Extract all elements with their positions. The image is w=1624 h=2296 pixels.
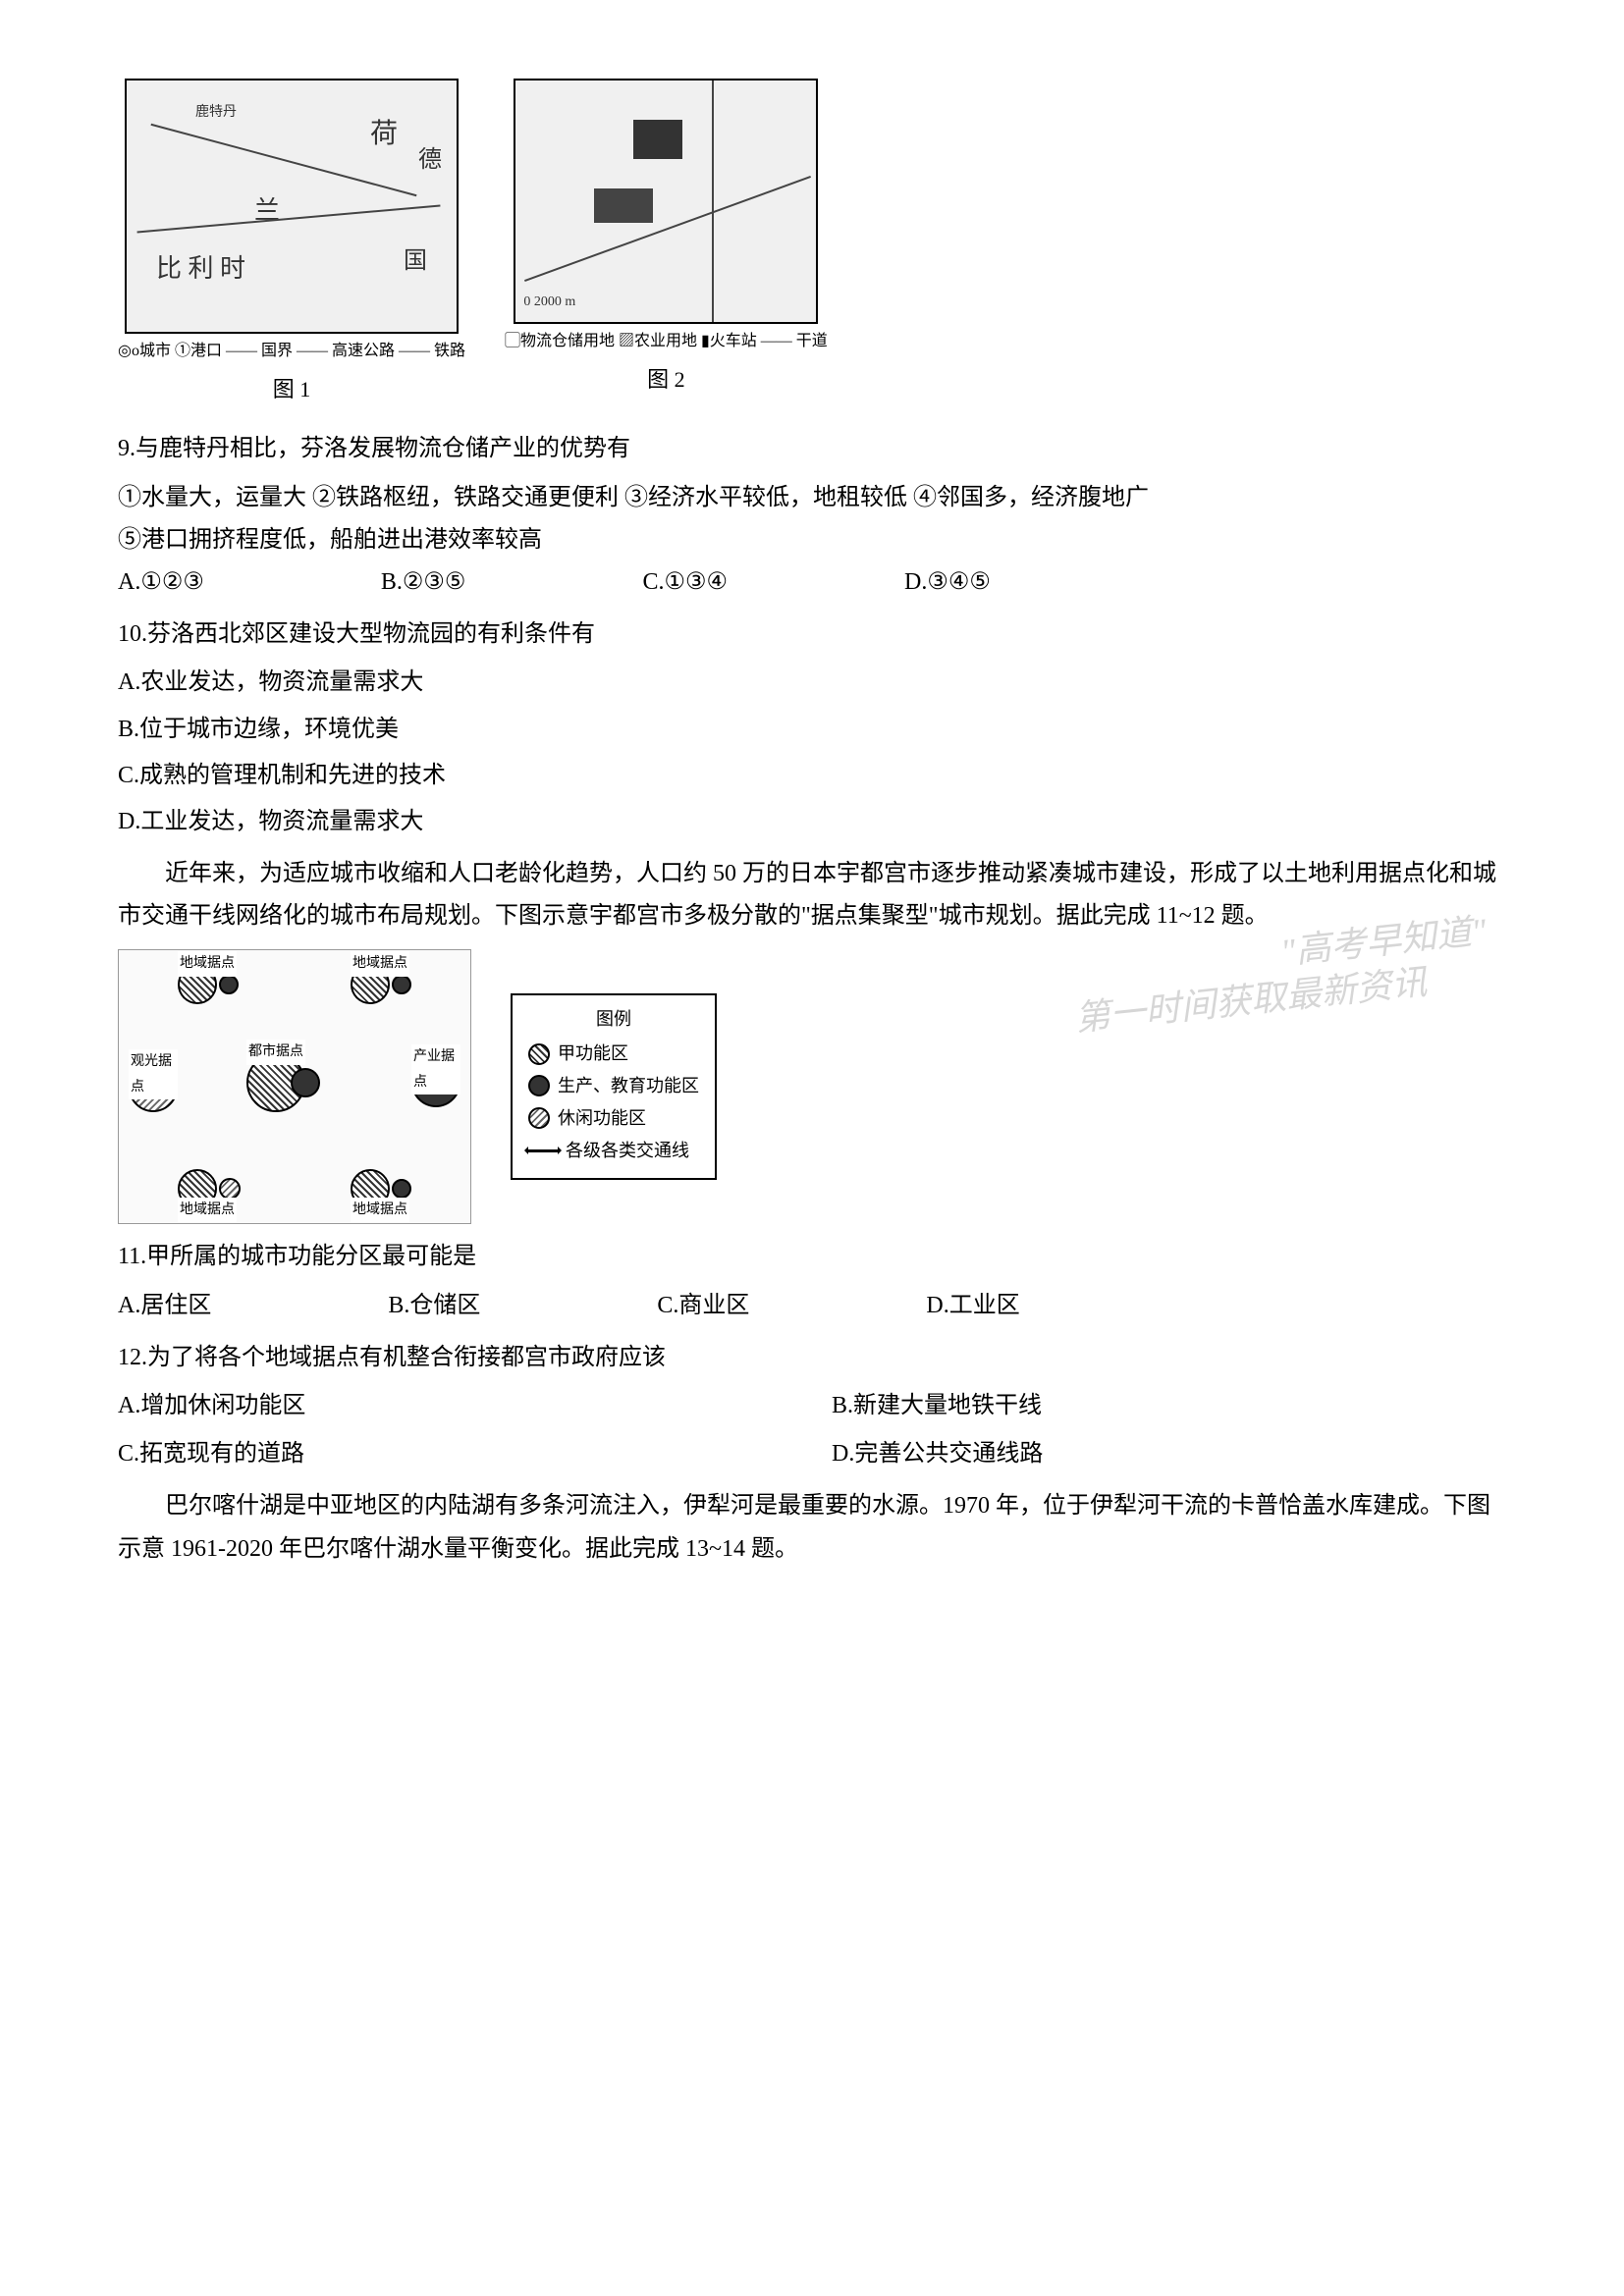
legend-item-1: 甲功能区 [528, 1040, 699, 1068]
q10-optB: B.位于城市边缘，环境优美 [118, 709, 1506, 751]
legend-item-2: 生产、教育功能区 [528, 1072, 699, 1100]
circle-dark-icon [392, 975, 411, 994]
diagram-legend: 图例 甲功能区 生产、教育功能区 休闲功能区 各级各类交通线 [511, 993, 717, 1180]
legend-item-3: 休闲功能区 [528, 1104, 699, 1133]
circle-dark-icon [392, 1179, 411, 1199]
q10-optC: C.成熟的管理机制和先进的技术 [118, 755, 1506, 797]
legend-text-1: 甲功能区 [558, 1040, 628, 1068]
q11-optC: C.商业区 [657, 1285, 749, 1327]
map1-guo-label: 国 [404, 240, 427, 283]
legend-text-4: 各级各类交通线 [566, 1137, 689, 1165]
diagram-section: "高考早知道" 第一时间获取最新资讯 微信搜索小程序 地域据点 地域据点 观光据… [118, 949, 1506, 1224]
q12-options: A.增加休闲功能区 B.新建大量地铁干线 C.拓宽现有的道路 D.完善公共交通线… [118, 1385, 1506, 1475]
map2-legend: ▢物流仓储用地 ▨农业用地 ▮火车站 —— 干道 [505, 332, 828, 352]
passage2: 近年来，为适应城市收缩和人口老龄化趋势，人口约 50 万的日本宇都宫市逐步推动紧… [118, 853, 1506, 937]
legend-swatch-dark-icon [528, 1075, 550, 1096]
map2-blob2 [594, 188, 653, 223]
node-bottom-left: 地域据点 [178, 1169, 241, 1208]
map1-germany-label: 德 [418, 139, 442, 182]
legend-swatch-cross-icon [528, 1107, 550, 1129]
q11-optA: A.居住区 [118, 1285, 211, 1327]
map1-rotterdam-label: 鹿特丹 [195, 100, 237, 125]
q10-stem: 10.芬洛西北郊区建设大型物流园的有利条件有 [118, 614, 1506, 656]
q12-stem: 12.为了将各个地域据点有机整合衔接都宫市政府应该 [118, 1337, 1506, 1379]
q9-optD: D.③④⑤ [904, 561, 991, 604]
legend-item-4: 各级各类交通线 [528, 1137, 699, 1165]
figure-1: 鹿特丹 荷 兰 比 利 时 德 国 ◎o城市 ①港口 —— 国界 —— 高速公路… [118, 79, 465, 408]
figure1-label: 图 1 [273, 370, 311, 409]
q11-optD: D.工业区 [926, 1285, 1019, 1327]
q12-optC: C.拓宽现有的道路 [118, 1433, 792, 1475]
figures-container: 鹿特丹 荷 兰 比 利 时 德 国 ◎o城市 ①港口 —— 国界 —— 高速公路… [118, 79, 1506, 408]
node-center: 都市据点 [246, 1053, 305, 1112]
figure-2: 0 2000 m ▢物流仓储用地 ▨农业用地 ▮火车站 —— 干道 图 2 [505, 79, 828, 399]
q9-items: ①水量大，运量大 ②铁路枢纽，铁路交通更便利 ③经济水平较低，地租较低 ④邻国多… [118, 477, 1506, 519]
q9-item5: ⑤港口拥挤程度低，船舶进出港效率较高 [118, 519, 1506, 561]
figure2-label: 图 2 [647, 360, 685, 400]
node-bottom-right: 地域据点 [351, 1169, 411, 1208]
node-left: 观光据点 [129, 1063, 178, 1112]
label-tr: 地域据点 [351, 951, 409, 976]
q12-optD: D.完善公共交通线路 [832, 1433, 1506, 1475]
label-br: 地域据点 [351, 1198, 409, 1222]
label-r: 产业据点 [411, 1044, 460, 1094]
circle-dark-icon [291, 1068, 320, 1097]
circle-cross-icon [219, 1178, 241, 1200]
q12-optB: B.新建大量地铁干线 [832, 1385, 1506, 1427]
map2-scale: 0 2000 m [523, 290, 575, 314]
node-right: 产业据点 [411, 1058, 460, 1107]
map1-lan-label: 兰 [254, 188, 280, 235]
label-c: 都市据点 [246, 1040, 305, 1064]
q11-optB: B.仓储区 [388, 1285, 480, 1327]
legend-swatch-hatch-icon [528, 1043, 550, 1065]
passage3: 巴尔喀什湖是中亚地区的内陆湖有多条河流注入，伊犁河是最重要的水源。1970 年，… [118, 1485, 1506, 1570]
q9-stem: 9.与鹿特丹相比，芬洛发展物流仓储产业的优势有 [118, 428, 1506, 470]
map2-placeholder: 0 2000 m [514, 79, 818, 324]
q9-optB: B.②③⑤ [381, 561, 466, 604]
q11-stem: 11.甲所属的城市功能分区最可能是 [118, 1236, 1506, 1278]
label-tl: 地域据点 [178, 951, 237, 976]
map1-placeholder: 鹿特丹 荷 兰 比 利 时 德 国 [125, 79, 459, 334]
q10-optA: A.农业发达，物资流量需求大 [118, 662, 1506, 704]
q9-options: A.①②③ B.②③⑤ C.①③④ D.③④⑤ [118, 561, 1506, 604]
legend-text-2: 生产、教育功能区 [558, 1072, 699, 1100]
map1-holland-label: 荷 [370, 110, 398, 159]
map1-legend: ◎o城市 ①港口 —— 国界 —— 高速公路 —— 铁路 [118, 342, 465, 362]
q9-optA: A.①②③ [118, 561, 204, 604]
legend-text-3: 休闲功能区 [558, 1104, 646, 1133]
legend-title: 图例 [528, 1005, 699, 1034]
map2-line-v [712, 80, 714, 324]
label-bl: 地域据点 [178, 1198, 237, 1222]
q10-options: A.农业发达，物资流量需求大 B.位于城市边缘，环境优美 C.成熟的管理机制和先… [118, 662, 1506, 843]
map1-belgium-label: 比 利 时 [156, 246, 245, 293]
node-top-left: 地域据点 [178, 965, 239, 1004]
node-top-right: 地域据点 [351, 965, 411, 1004]
q10-optD: D.工业发达，物资流量需求大 [118, 801, 1506, 843]
q11-options: A.居住区 B.仓储区 C.商业区 D.工业区 [118, 1285, 1506, 1327]
q12-optA: A.增加休闲功能区 [118, 1385, 792, 1427]
watermark-2: 第一时间获取最新资讯 [1072, 951, 1431, 1051]
map2-line-h [524, 176, 811, 282]
q9-optC: C.①③④ [642, 561, 728, 604]
map1-line-sketch2 [136, 204, 440, 233]
diagram-placeholder: 地域据点 地域据点 观光据点 都市据点 产业据点 地域据点 [118, 949, 471, 1224]
legend-line-icon [528, 1149, 558, 1152]
label-l: 观光据点 [129, 1049, 178, 1098]
circle-dark-icon [219, 975, 239, 994]
map2-blob1 [633, 120, 682, 159]
